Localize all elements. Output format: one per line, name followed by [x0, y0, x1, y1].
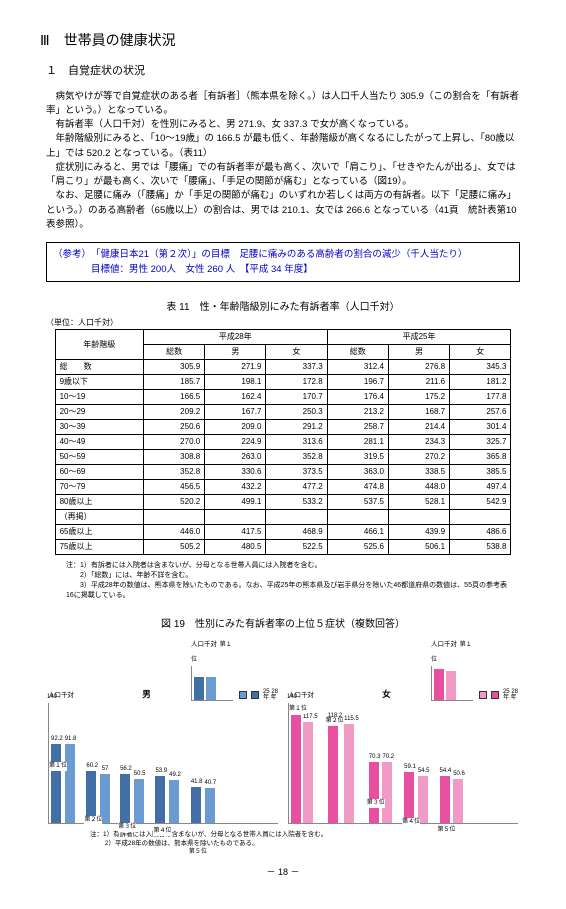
- male-mini-y-label: 人口千対: [191, 641, 217, 648]
- para-2: 有訴者率（人口千対）を性別にみると、男 271.9、女 337.3 で女が高くな…: [46, 118, 520, 132]
- th-h25: 平成25年: [327, 330, 511, 345]
- female-legend: 25 28 年 年: [479, 689, 518, 701]
- fig-19-female-chart: 人口千対 女 人口千対 第１位 25 28 年 年: [288, 636, 518, 824]
- th-h25-female: 女: [450, 345, 511, 360]
- para-4: 症状別にみると、男では「腰痛」での有訴者率が最も高く、次いで「肩こり」、「せきや…: [46, 161, 520, 190]
- refbox-line1: （参考） 「健康日本21（第２次）」の目標 足腰に痛みのある高齢者の割合の減少（…: [53, 247, 513, 262]
- table-row: 65歳以上446.0417.5468.9466.1439.9486.6: [55, 525, 511, 540]
- para-3: 年齢階級別にみると、「10～19歳」の 166.5 が最も低く、年齢階級が高くな…: [46, 132, 520, 161]
- table-11-title: 表 11 性・年齢階級別にみた有訴者率（人口千対）: [40, 300, 526, 315]
- th-h25-total: 総数: [327, 345, 388, 360]
- table-11: 年齢階級 平成28年 平成25年 総数 男 女 総数 男 女 総 数305.92…: [55, 329, 512, 555]
- th-h28: 平成28年: [143, 330, 327, 345]
- table-row: （再掲）: [55, 510, 511, 525]
- th-h28-male: 男: [205, 345, 266, 360]
- legend-year-f: 年: [503, 695, 509, 701]
- fig-19-charts: 人口千対 男 人口千対 第１位 25 28 年 年: [46, 636, 520, 824]
- th-h28-female: 女: [266, 345, 327, 360]
- female-mini-y-label: 人口千対: [431, 641, 457, 648]
- sub-heading: １ 自覚症状の状況: [46, 63, 526, 80]
- male-mini-chart: 人口千対 第１位: [191, 636, 233, 701]
- table-row: 9歳以下185.7198.1172.8196.7211.6181.2: [55, 375, 511, 390]
- para-5: なお、足腰に痛み（「腰痛」か「手足の関節が痛む」のいずれか若しくは両方の有訴者。…: [46, 189, 520, 232]
- table-row: 50～59308.8263.0352.8319.5270.2365.8: [55, 450, 511, 465]
- table-row: 20～29209.2167.7250.3213.2168.7257.6: [55, 405, 511, 420]
- table-row: 75歳以上505.2480.5522.5525.6506.1538.8: [55, 540, 511, 555]
- table-row: 60～69352.8330.6373.5363.0338.5385.5: [55, 465, 511, 480]
- page-number: － 18 －: [40, 866, 526, 880]
- legend-year-m: 年: [263, 695, 269, 701]
- male-label: 男: [142, 688, 151, 701]
- table-11-unit: （単位：人口千対）: [46, 317, 526, 329]
- female-mini-chart: 人口千対 第１位: [431, 636, 473, 701]
- fig-19-title: 図 19 性別にみた有訴者率の上位５症状（複数回答）: [40, 617, 526, 632]
- table-row: 総 数305.9271.9337.3312.4276.8345.3: [55, 360, 511, 375]
- fig-19-male-chart: 人口千対 男 人口千対 第１位 25 28 年 年: [48, 636, 278, 824]
- table-row: 10～19166.5162.4170.7176.4175.2177.8: [55, 390, 511, 405]
- refbox-line2: 目標値：男性 200人 女性 260 人 【平成 34 年度】: [53, 262, 513, 277]
- legend-year-m2: 年: [271, 695, 277, 701]
- female-label: 女: [382, 688, 391, 701]
- male-legend: 25 28 年 年: [239, 689, 278, 701]
- th-h28-total: 総数: [143, 345, 204, 360]
- legend-year-f2: 年: [511, 695, 517, 701]
- table-row: 30～39250.6209.0291.2258.7214.4301.4: [55, 420, 511, 435]
- table-11-notes: 注：1）有訴者には入院者は含まないが、分母となる世帯人員には入院者を含む。 2）…: [66, 561, 514, 600]
- table-row: 70～79456.5432.2477.2474.8448.0497.4: [55, 480, 511, 495]
- section-heading: Ⅲ 世帯員の健康状況: [40, 30, 526, 51]
- th-age: 年齢階級: [55, 330, 143, 360]
- table-row: 40～49270.0224.9313.6281.1234.3325.7: [55, 435, 511, 450]
- table-row: 80歳以上520.2499.1533.2537.5528.1542.9: [55, 495, 511, 510]
- th-h25-male: 男: [388, 345, 449, 360]
- reference-box: （参考） 「健康日本21（第２次）」の目標 足腰に痛みのある高齢者の割合の減少（…: [46, 242, 520, 282]
- para-1: 病気やけが等で自覚症状のある者［有訴者］（熊本県を除く。）は人口千人当たり 30…: [46, 90, 520, 119]
